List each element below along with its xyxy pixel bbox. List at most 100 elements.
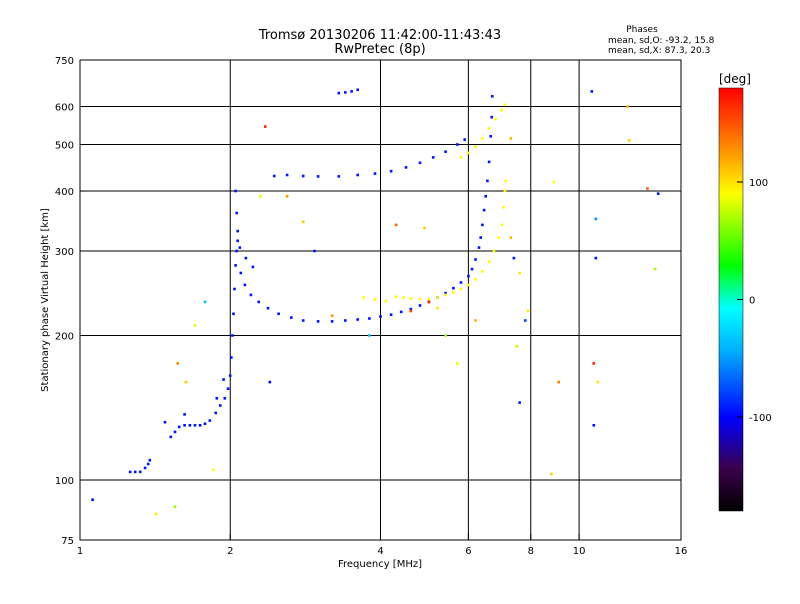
- data-point: [148, 458, 152, 462]
- data-point: [418, 304, 422, 307]
- data-point: [301, 174, 305, 178]
- data-point: [550, 472, 553, 476]
- data-point: [504, 179, 507, 183]
- data-point: [238, 246, 242, 249]
- data-point: [344, 91, 347, 94]
- data-point: [301, 220, 305, 224]
- data-point: [590, 90, 594, 93]
- data-point: [626, 105, 629, 108]
- data-point: [487, 260, 491, 263]
- data-point: [344, 319, 347, 322]
- data-point: [373, 298, 377, 301]
- colorbar-ticks: 100 0 -100: [737, 178, 772, 424]
- data-point: [656, 192, 660, 195]
- data-point: [459, 281, 463, 284]
- data-point: [427, 300, 431, 304]
- chart-title: Tromsø 20130206 11:42:00-11:43:43: [258, 28, 501, 43]
- data-point: [251, 265, 255, 269]
- phases-legend: Phases mean, sd,O: -93.2, 15.8 mean, sd,…: [608, 25, 715, 56]
- data-point: [384, 299, 388, 303]
- data-point: [313, 249, 316, 253]
- data-point: [646, 187, 649, 190]
- data-point: [452, 286, 455, 290]
- data-point: [409, 297, 413, 300]
- y-tick-label: 750: [55, 56, 74, 67]
- data-point: [503, 189, 507, 193]
- data-point: [594, 256, 598, 260]
- data-point: [249, 293, 253, 297]
- x-tick-label: 1: [77, 546, 83, 557]
- data-point: [389, 169, 393, 173]
- legend-line-x: mean, sd,X: 87.3, 20.3: [608, 46, 710, 56]
- y-axis: 75 100 200 300 400 500 600 750: [55, 56, 86, 547]
- x-axis-label: Frequency [MHz]: [338, 559, 422, 570]
- data-point: [456, 362, 459, 365]
- data-point: [266, 306, 270, 310]
- data-point: [316, 320, 320, 323]
- data-point: [337, 91, 341, 95]
- data-point: [509, 137, 513, 140]
- data-point: [236, 239, 239, 243]
- data-point: [203, 422, 207, 425]
- data-point: [487, 160, 491, 164]
- data-point: [518, 271, 521, 275]
- data-points: [91, 88, 660, 516]
- data-point: [368, 317, 371, 320]
- data-point: [418, 161, 422, 165]
- chart-subtitle: RwPretec (8p): [334, 42, 425, 57]
- x-tick-label: 8: [528, 546, 534, 557]
- data-point: [503, 103, 507, 107]
- legend-line-o: mean, sd,O: -93.2, 15.8: [608, 36, 715, 46]
- data-point: [259, 195, 262, 198]
- data-point: [235, 249, 238, 253]
- data-point: [481, 137, 484, 140]
- data-point: [444, 291, 447, 295]
- data-point: [404, 166, 408, 169]
- data-point: [427, 298, 431, 301]
- data-point: [234, 189, 237, 193]
- data-point: [467, 274, 470, 278]
- data-point: [512, 256, 516, 260]
- y-tick-label: 400: [55, 187, 74, 198]
- data-point: [497, 236, 500, 239]
- data-point: [518, 401, 521, 404]
- data-point: [394, 295, 398, 298]
- data-point: [356, 318, 359, 321]
- data-point: [214, 411, 217, 415]
- data-point: [350, 90, 353, 93]
- data-point: [330, 314, 334, 317]
- data-point: [452, 291, 455, 294]
- data-point: [232, 312, 235, 316]
- data-point: [486, 179, 489, 183]
- data-point: [183, 413, 186, 416]
- data-point: [368, 334, 371, 337]
- colorbar-label: [deg]: [719, 72, 751, 86]
- x-tick-label: 10: [573, 546, 586, 557]
- data-point: [474, 277, 477, 281]
- data-point: [431, 156, 435, 159]
- data-point: [183, 424, 186, 427]
- data-point: [444, 334, 447, 337]
- x-tick-label: 2: [227, 546, 233, 557]
- y-tick-label: 200: [55, 332, 74, 343]
- data-point: [226, 387, 230, 390]
- data-point: [173, 505, 177, 508]
- data-point: [524, 319, 527, 322]
- data-point: [235, 211, 238, 215]
- y-tick-label: 300: [55, 247, 74, 258]
- data-point: [509, 236, 513, 239]
- data-point: [409, 309, 413, 313]
- data-point: [409, 307, 413, 311]
- data-point: [257, 300, 260, 304]
- data-point: [143, 466, 147, 470]
- y-tick-label: 600: [55, 103, 74, 114]
- colorbar: [deg] 100 0 -100: [718, 72, 772, 512]
- data-point: [557, 380, 560, 384]
- data-point: [272, 174, 276, 178]
- data-point: [301, 319, 305, 322]
- data-point: [402, 296, 405, 299]
- legend-title: Phases: [626, 25, 658, 35]
- data-point: [474, 145, 477, 148]
